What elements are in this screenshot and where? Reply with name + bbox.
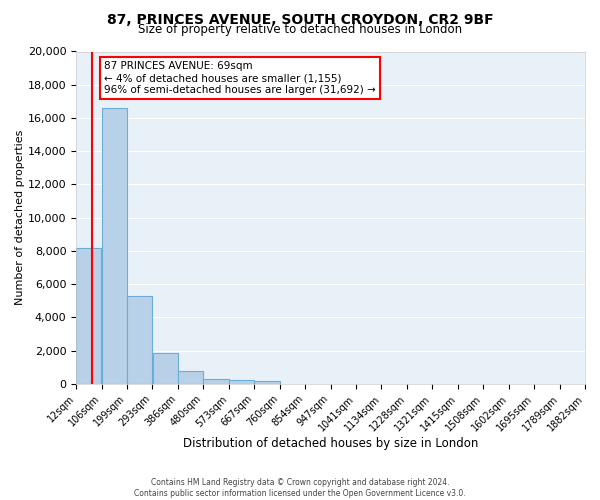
Text: 87 PRINCES AVENUE: 69sqm
← 4% of detached houses are smaller (1,155)
96% of semi: 87 PRINCES AVENUE: 69sqm ← 4% of detache… — [104, 62, 376, 94]
Bar — [127, 296, 152, 384]
Text: Size of property relative to detached houses in London: Size of property relative to detached ho… — [138, 22, 462, 36]
X-axis label: Distribution of detached houses by size in London: Distribution of detached houses by size … — [183, 437, 478, 450]
Text: Contains HM Land Registry data © Crown copyright and database right 2024.
Contai: Contains HM Land Registry data © Crown c… — [134, 478, 466, 498]
Bar — [152, 353, 178, 384]
Bar — [76, 248, 101, 384]
Bar — [229, 380, 254, 384]
Bar — [203, 379, 229, 384]
Bar — [254, 382, 280, 384]
Bar — [178, 372, 203, 384]
Y-axis label: Number of detached properties: Number of detached properties — [15, 130, 25, 306]
Text: 87, PRINCES AVENUE, SOUTH CROYDON, CR2 9BF: 87, PRINCES AVENUE, SOUTH CROYDON, CR2 9… — [107, 12, 493, 26]
Bar — [101, 108, 127, 384]
